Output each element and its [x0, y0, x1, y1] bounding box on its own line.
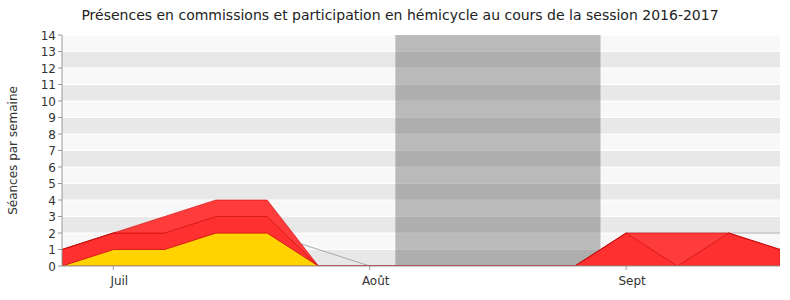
x-tick-label: Août	[362, 274, 390, 288]
y-tick	[58, 249, 62, 250]
y-tick	[58, 266, 62, 267]
chart: 01234567891011121314JuilAoûtSeptPrésence…	[0, 0, 790, 300]
y-tick-label: 6	[48, 161, 56, 175]
x-axis	[62, 266, 780, 267]
title: Présences en commissions et participatio…	[81, 7, 718, 23]
y-axis-label: Séances par semaine	[6, 86, 20, 215]
y-tick-label: 1	[48, 243, 56, 257]
y-tick-label: 2	[48, 227, 56, 241]
y-tick	[58, 117, 62, 118]
shaded-band	[395, 35, 600, 266]
y-tick-label: 5	[48, 177, 56, 191]
grid	[62, 35, 780, 266]
y-tick	[58, 51, 62, 52]
y-tick	[58, 150, 62, 151]
y-tick-label: 11	[41, 78, 56, 92]
y-tick-label: 7	[48, 144, 56, 158]
y-tick	[58, 101, 62, 102]
x-tick	[369, 266, 370, 270]
y-tick-label: 14	[41, 29, 56, 43]
area	[62, 200, 780, 266]
y-tick	[58, 35, 62, 36]
y-tick	[58, 216, 62, 217]
grid-line	[62, 266, 780, 267]
y-tick	[58, 134, 62, 135]
y-tick-label: 13	[41, 45, 56, 59]
y-tick-label: 12	[41, 62, 56, 76]
y-tick-label: 9	[48, 111, 56, 125]
x-tick-label: Sept	[618, 274, 646, 288]
y-tick-label: 4	[48, 194, 56, 208]
x-tick	[113, 266, 114, 270]
x-tick-label: Juil	[109, 274, 128, 288]
y-tick-label: 3	[48, 210, 56, 224]
y-tick-label: 10	[41, 95, 56, 109]
y-tick	[58, 167, 62, 168]
y-tick	[58, 233, 62, 234]
y-tick	[58, 183, 62, 184]
y-tick	[58, 68, 62, 69]
data	[62, 200, 780, 266]
x-tick	[626, 266, 627, 270]
y-tick-label: 8	[48, 128, 56, 142]
y-tick	[58, 200, 62, 201]
y-tick	[58, 84, 62, 85]
y-tick-label: 0	[48, 260, 56, 274]
